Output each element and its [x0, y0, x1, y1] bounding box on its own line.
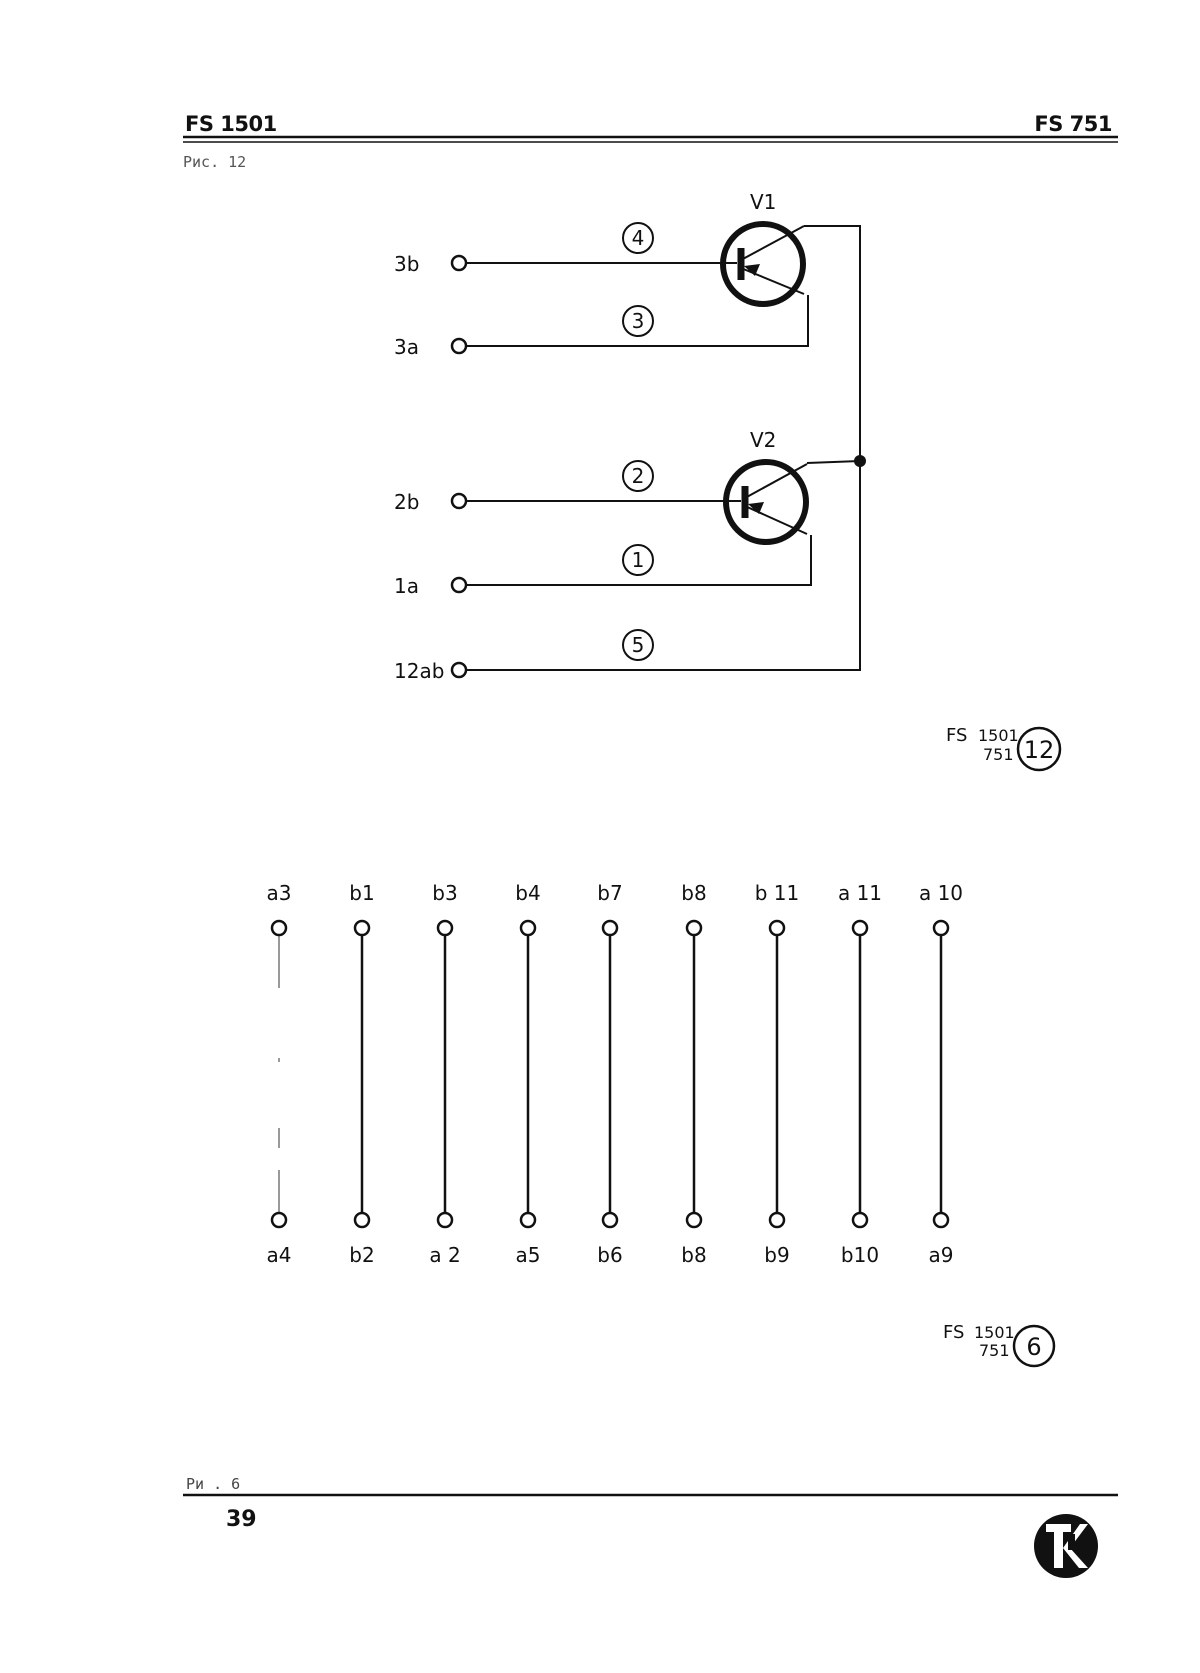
bridge-bottom-label: b6: [597, 1243, 622, 1267]
bridge-bottom-label: a 2: [429, 1243, 460, 1267]
bridge-top-pin: [851, 919, 869, 937]
svg-text:FS: FS: [943, 1322, 964, 1343]
terminal-label-12ab: 12ab: [394, 659, 444, 683]
bridge-bottom-label: b2: [349, 1243, 374, 1267]
bridge-column-3: b3 a 2: [429, 881, 460, 1267]
terminal-label-3a: 3a: [394, 335, 419, 359]
figure-caption-top: Рис. 12: [183, 153, 247, 171]
bridge-bottom-pin: [685, 1211, 703, 1229]
svg-text:5: 5: [632, 633, 645, 657]
transistor-v1-label: V1: [750, 190, 776, 214]
bridge-bottom-pin: [270, 1211, 288, 1229]
circuit-wires: [466, 225, 861, 671]
terminal-label-2b: 2b: [394, 490, 419, 514]
bridge-top-pin: [601, 919, 619, 937]
bridge-bottom-label: b9: [764, 1243, 789, 1267]
wire-number-3: 3: [622, 305, 654, 337]
bridge-top-label: a 10: [919, 881, 963, 905]
bridge-top-label: a 11: [838, 881, 882, 905]
bridge-top-label: b 11: [755, 881, 800, 905]
publisher-logo: [1034, 1514, 1098, 1578]
svg-text:751: 751: [979, 1341, 1010, 1360]
bridge-bottom-pin: [851, 1211, 869, 1229]
bridge-top-pin: [768, 919, 786, 937]
bridge-column-8: a 11 b10: [838, 881, 882, 1267]
svg-text:6: 6: [1026, 1333, 1041, 1361]
bridge-bottom-pin: [353, 1211, 371, 1229]
bridge-bottom-label: a4: [267, 1243, 292, 1267]
transistor-v1: V1: [720, 190, 806, 307]
svg-text:4: 4: [632, 226, 645, 250]
svg-text:1: 1: [632, 548, 645, 572]
terminal-label-3b: 3b: [394, 252, 419, 276]
svg-text:2: 2: [632, 464, 645, 488]
junction-dot: [854, 455, 866, 467]
transistor-circuit: V1 V2: [394, 190, 1062, 772]
bridge-bottom-label: a9: [929, 1243, 954, 1267]
header-left-model: FS 1501: [185, 112, 277, 136]
bridge-top-pin: [353, 919, 371, 937]
wire-number-2: 2: [622, 460, 654, 492]
bridge-bottom-label: b10: [841, 1243, 879, 1267]
bridge-column-5: b7 b6: [597, 881, 622, 1267]
bridge-top-label: b4: [515, 881, 540, 905]
bridge-top-pin: [932, 919, 950, 937]
bridge-column-9: a 10 a9: [919, 881, 963, 1267]
svg-text:FS: FS: [946, 725, 967, 746]
bridge-column-7: b 11 b9: [755, 881, 800, 1267]
wire-number-4: 4: [622, 222, 654, 254]
transistor-v2: V2: [723, 428, 809, 545]
svg-text:12: 12: [1024, 736, 1055, 764]
terminal-label-1a: 1a: [394, 574, 419, 598]
wire-number-5: 5: [622, 629, 654, 661]
bridge-bottom-pin: [436, 1211, 454, 1229]
wire-number-1: 1: [622, 544, 654, 576]
svg-text:1501: 1501: [978, 726, 1019, 745]
bridge-column-2: b1 b2: [349, 881, 374, 1267]
transistor-v2-label: V2: [750, 428, 776, 452]
terminal-1a-pin: [450, 576, 468, 594]
terminal-3b-pin: [450, 254, 468, 272]
terminal-12ab-pin: [450, 661, 468, 679]
terminal-3a-pin: [450, 337, 468, 355]
bridge-top-label: b1: [349, 881, 374, 905]
bridge-column-6: b8 b8: [681, 881, 706, 1267]
svg-text:1501: 1501: [974, 1323, 1015, 1342]
figure-caption-bottom: Ри . 6: [186, 1475, 241, 1493]
bridge-top-label: b7: [597, 881, 622, 905]
page-number: 39: [226, 1507, 257, 1532]
bridge-bottom-pin: [768, 1211, 786, 1229]
svg-text:3: 3: [632, 309, 645, 333]
bridge-top-label: b3: [432, 881, 457, 905]
figure-reference-12: FS 1501 751 12: [946, 725, 1062, 772]
svg-text:751: 751: [983, 745, 1014, 764]
bridge-column-1: a3 a4: [267, 881, 292, 1267]
figure-reference-6: FS 1501 751 6: [943, 1322, 1056, 1368]
bridge-bottom-label: a5: [516, 1243, 541, 1267]
terminal-2b-pin: [450, 492, 468, 510]
header-right-model: FS 751: [1034, 112, 1112, 136]
bridge-column-4: b4 a5: [515, 881, 540, 1267]
bridge-bottom-pin: [932, 1211, 950, 1229]
bridge-bottom-pin: [601, 1211, 619, 1229]
bridge-top-pin: [270, 919, 288, 937]
bridge-top-label: a3: [267, 881, 292, 905]
bridge-top-pin: [685, 919, 703, 937]
bridge-top-label: b8: [681, 881, 706, 905]
terminal-circles: [450, 254, 468, 679]
bridge-bottom-label: b8: [681, 1243, 706, 1267]
bridge-top-pin: [519, 919, 537, 937]
bridge-top-pin: [436, 919, 454, 937]
bridge-bottom-pin: [519, 1211, 537, 1229]
